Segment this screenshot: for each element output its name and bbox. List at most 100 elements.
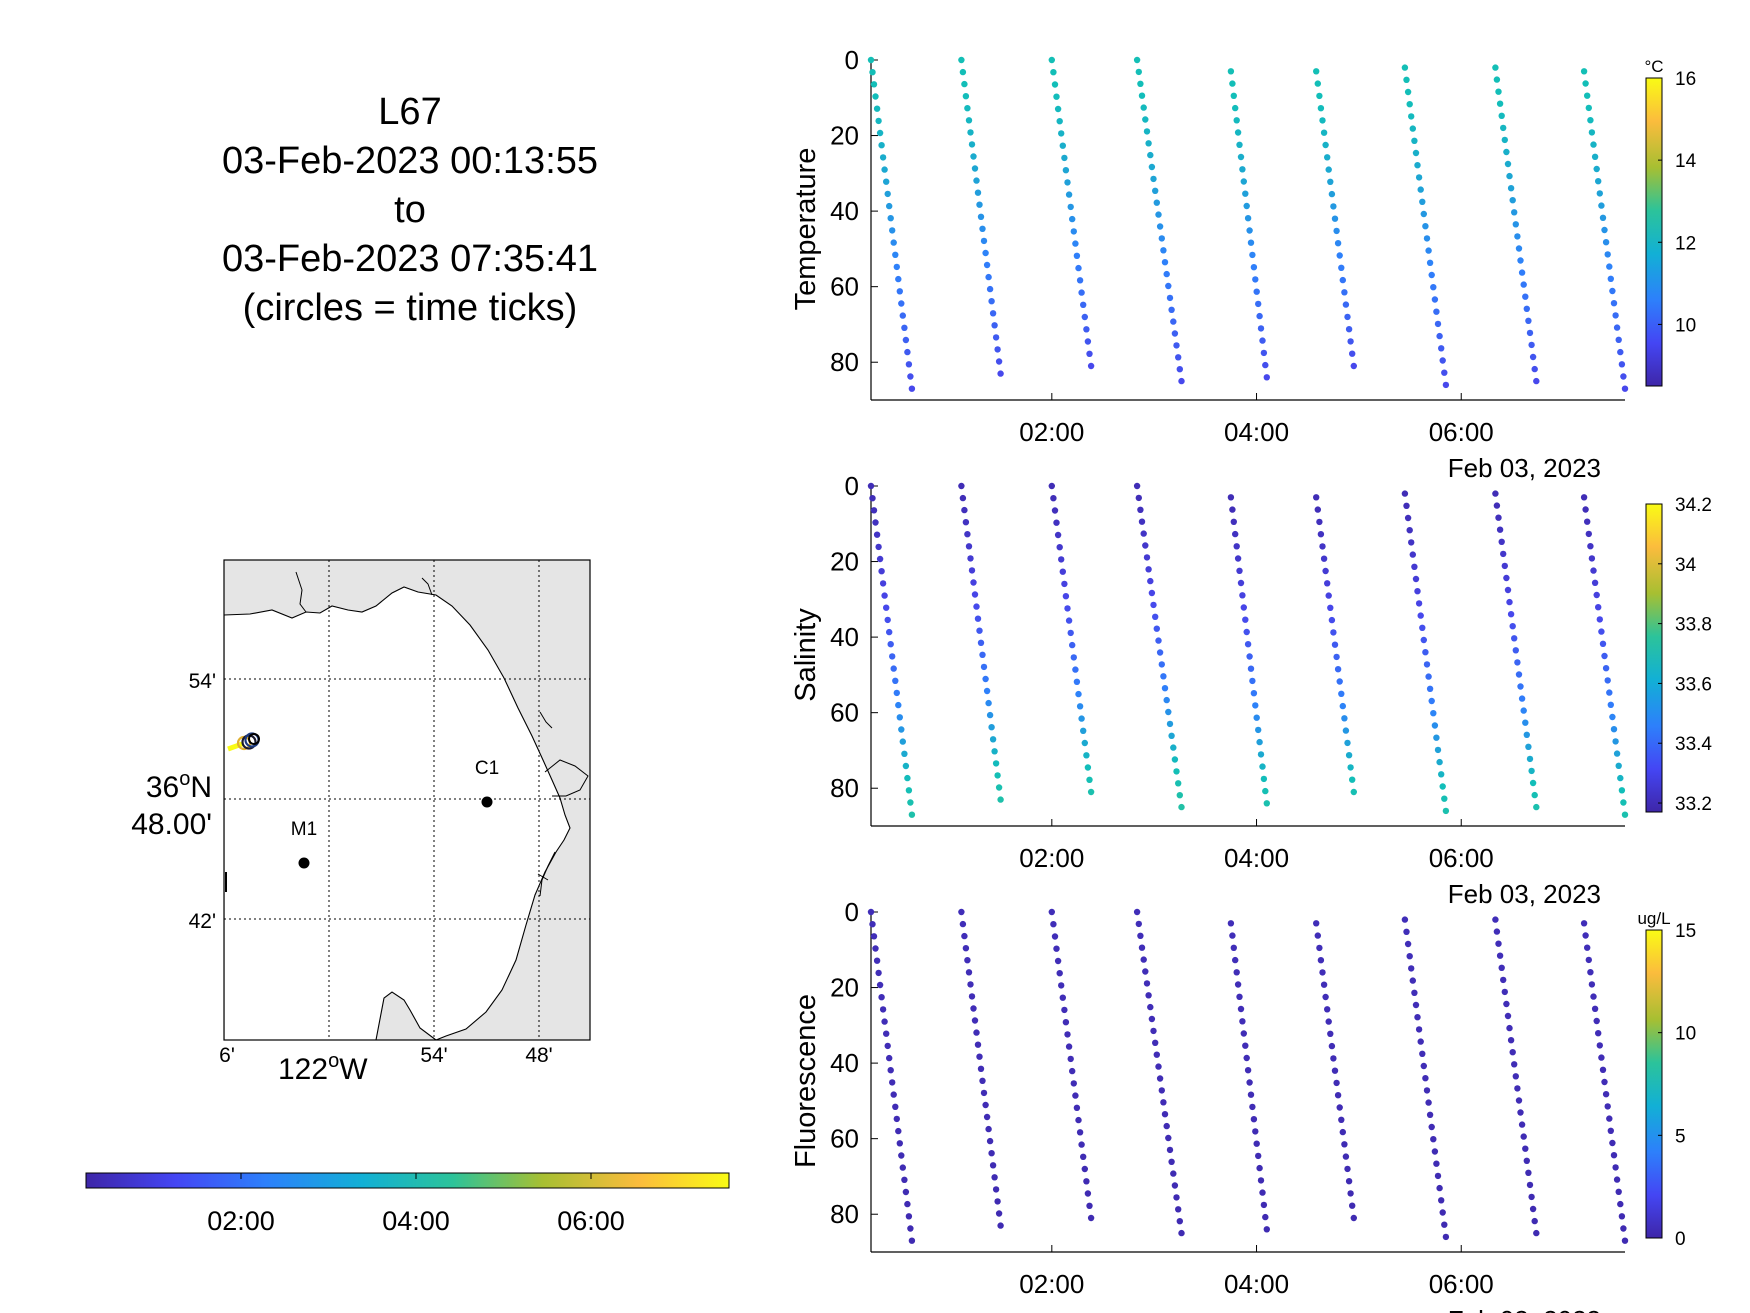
data-point <box>905 361 913 368</box>
data-point <box>968 141 976 148</box>
y-axis-label: Fluorescence <box>790 994 822 1168</box>
data-point <box>1072 666 1079 673</box>
data-point <box>1232 956 1239 964</box>
data-point <box>1051 81 1059 88</box>
data-point <box>1255 300 1262 308</box>
data-point <box>1160 1099 1167 1106</box>
data-point <box>886 202 893 210</box>
data-point <box>1522 719 1529 726</box>
data-point <box>1587 969 1594 976</box>
data-point <box>986 1137 994 1145</box>
data-point <box>876 981 884 989</box>
data-point <box>1080 1153 1087 1161</box>
time-tick-circle <box>248 733 260 745</box>
data-point <box>1406 101 1413 108</box>
data-point <box>1133 482 1141 490</box>
y-tick-label: 80 <box>830 347 859 377</box>
data-point <box>974 189 982 196</box>
data-point <box>1599 640 1607 647</box>
data-point <box>1249 677 1256 685</box>
data-point <box>1316 944 1323 952</box>
data-point <box>1256 312 1263 320</box>
x-date-label: Feb 03, 2023 <box>1448 1305 1601 1313</box>
data-point <box>1587 543 1594 550</box>
data-point <box>901 750 908 757</box>
data-point <box>893 263 900 271</box>
data-point <box>1080 727 1087 734</box>
data-point <box>1507 1037 1515 1044</box>
data-point <box>1263 1226 1271 1233</box>
data-point <box>1525 1169 1532 1177</box>
data-point <box>1420 1062 1428 1070</box>
data-point <box>1517 683 1524 690</box>
data-point <box>1076 703 1084 710</box>
data-point <box>1330 1055 1337 1062</box>
data-point <box>1259 1189 1266 1196</box>
data-point <box>1230 518 1238 525</box>
data-point <box>1504 160 1512 168</box>
data-point <box>1514 1085 1521 1092</box>
data-point <box>985 1125 992 1133</box>
data-point <box>1620 799 1627 806</box>
data-point <box>876 129 884 137</box>
data-point <box>1058 982 1065 989</box>
data-point <box>1061 154 1068 162</box>
colorbar-tick-label: 16 <box>1675 69 1696 90</box>
data-point <box>1593 1017 1600 1025</box>
colorbar-tick-label: 33.6 <box>1675 674 1712 695</box>
data-point <box>1054 105 1062 113</box>
data-point <box>1163 696 1170 704</box>
data-point <box>1059 568 1067 575</box>
data-point <box>875 117 882 125</box>
data-point <box>1441 795 1448 802</box>
data-point <box>1070 228 1078 235</box>
colorbar-tick-label: 33.8 <box>1675 615 1712 636</box>
data-point <box>1610 300 1618 307</box>
data-point <box>1606 1115 1613 1122</box>
data-point <box>1606 689 1613 696</box>
colorbar-tick-label: 34.2 <box>1675 495 1712 516</box>
data-point <box>1067 1055 1074 1063</box>
y-tick-label: 0 <box>845 471 859 501</box>
data-point <box>968 993 976 1000</box>
data-point <box>1227 68 1235 75</box>
time-colorbar-tick: 06:00 <box>557 1206 625 1236</box>
data-point <box>1252 702 1259 709</box>
data-point <box>1050 921 1057 928</box>
colorbar-gradient <box>1645 503 1663 813</box>
data-point <box>1069 1067 1076 1075</box>
data-point <box>1607 701 1615 708</box>
data-point <box>971 165 979 172</box>
y-tick-label: 60 <box>830 1124 859 1154</box>
data-point <box>1412 149 1420 157</box>
data-point <box>905 1213 913 1220</box>
data-point <box>1138 518 1146 525</box>
data-point <box>1420 636 1428 644</box>
data-point <box>901 324 908 331</box>
data-point <box>867 56 875 64</box>
data-point <box>1067 203 1074 211</box>
data-point <box>1150 175 1157 183</box>
data-point <box>1596 1042 1604 1049</box>
data-point <box>1152 187 1159 194</box>
data-point <box>878 142 885 149</box>
data-point <box>1585 104 1593 112</box>
data-point <box>1525 743 1532 750</box>
data-point <box>1239 1018 1246 1025</box>
data-point <box>1327 1030 1334 1038</box>
data-point <box>870 81 878 88</box>
data-point <box>1153 199 1161 206</box>
data-point <box>1590 141 1597 148</box>
data-point <box>1409 551 1417 558</box>
data-point <box>1069 215 1076 223</box>
data-point <box>1065 617 1073 624</box>
data-point <box>1617 774 1624 782</box>
data-point <box>961 932 968 940</box>
data-point <box>1580 920 1588 927</box>
data-point <box>1533 803 1540 811</box>
data-point <box>1075 1116 1082 1124</box>
data-point <box>1142 116 1149 123</box>
data-point <box>979 225 986 232</box>
data-point <box>890 665 897 672</box>
data-point <box>1152 1039 1159 1047</box>
